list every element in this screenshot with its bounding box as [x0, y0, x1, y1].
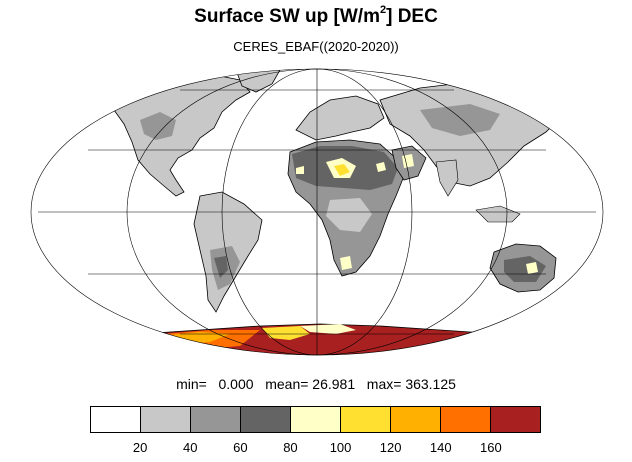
colorbar-swatch [391, 407, 441, 432]
colorbar-tick-label: 80 [283, 440, 298, 455]
antarctica-land [31, 323, 603, 355]
europe-land [295, 95, 385, 141]
antarctica-light [300, 324, 356, 334]
colorbar-swatch [291, 407, 341, 432]
colorbar-tick-label: 160 [480, 440, 502, 455]
central-africa-light [326, 198, 372, 232]
colorbar-swatch [491, 407, 540, 432]
colorbar-tick-label: 100 [329, 440, 352, 455]
sahara-yellow-3 [296, 166, 304, 174]
indonesia-land [475, 205, 521, 223]
asia-dark [420, 104, 500, 136]
colorbar-tick-label: 120 [379, 440, 402, 455]
colorbar-swatch [341, 407, 391, 432]
south-america-darker [214, 256, 228, 278]
graticule [30, 68, 604, 356]
colorbar-swatch [91, 407, 141, 432]
sahara-yellow-2 [334, 164, 350, 176]
north-america-dark [140, 112, 176, 140]
kalahari-yellow [340, 256, 352, 270]
colorbar-swatch [191, 407, 241, 432]
sahara-yellow-4 [376, 162, 386, 172]
australia-yellow [526, 262, 538, 274]
colorbar-tick-label: 60 [233, 440, 248, 455]
map-title: Surface SW up [W/m2] DEC [194, 3, 438, 27]
colorbar-tick-label: 40 [182, 440, 198, 455]
antarctica-yellow [262, 326, 310, 340]
india-land [435, 159, 459, 197]
colorbar-tick-label: 140 [429, 440, 452, 455]
colorbar-swatch [241, 407, 291, 432]
colorbar-swatch [141, 407, 191, 432]
colorbar [90, 406, 541, 433]
arabia-yellow [402, 154, 414, 168]
map-stats: min= 0.000 mean= 26.981 max= 363.125 [176, 376, 456, 392]
colorbar-tick-label: 20 [132, 440, 148, 455]
colorbar-swatch [441, 407, 491, 432]
map-subtitle: CERES_EBAF((2020-2020)) [233, 39, 399, 54]
north-america-land [103, 73, 251, 197]
